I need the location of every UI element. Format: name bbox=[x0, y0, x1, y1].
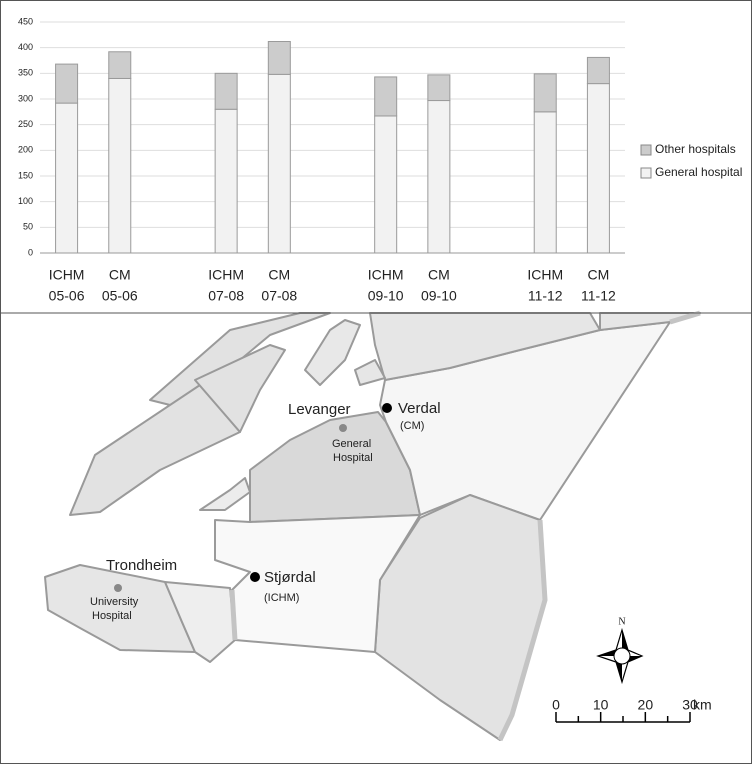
place-name: Trondheim bbox=[106, 557, 177, 574]
y-tick-label: 100 bbox=[18, 196, 33, 206]
x-tick-label: CM bbox=[588, 267, 610, 283]
place-dot bbox=[339, 424, 347, 432]
land bbox=[369, 312, 601, 381]
legend-swatch bbox=[640, 167, 652, 179]
place-note: Hospital bbox=[333, 452, 373, 464]
y-tick-label: 400 bbox=[18, 42, 33, 52]
compass-label: N bbox=[618, 616, 625, 627]
compass: N bbox=[596, 616, 644, 685]
y-tick-label: 350 bbox=[18, 68, 33, 78]
place-note: (CM) bbox=[400, 420, 424, 432]
x-tick-label: ICHM bbox=[527, 267, 563, 283]
place-dot bbox=[382, 403, 392, 413]
y-tick-label: 150 bbox=[18, 170, 33, 180]
land bbox=[164, 581, 236, 663]
coast bbox=[229, 589, 238, 641]
y-tick-label: 250 bbox=[18, 119, 33, 129]
land bbox=[194, 344, 286, 433]
legend-swatch bbox=[640, 144, 652, 156]
x-tick-label: 09-10 bbox=[421, 288, 457, 304]
scale-label: 10 bbox=[593, 697, 609, 713]
scale-unit: km bbox=[693, 697, 712, 713]
coast bbox=[497, 519, 548, 742]
bar-segment bbox=[108, 51, 132, 79]
bar-segment bbox=[267, 73, 291, 254]
bar-segment bbox=[55, 63, 79, 104]
bar-segment bbox=[533, 73, 557, 113]
legend-label: Other hospitals bbox=[655, 142, 736, 156]
chart: 0 50 100 150 200 250 300 350 400 450 ICHM 05-06 CM 05… bbox=[18, 16, 742, 303]
land bbox=[354, 359, 386, 386]
place-dot bbox=[250, 572, 260, 582]
land bbox=[214, 514, 421, 653]
map: Levanger General Hospital Verdal (CM) St… bbox=[44, 310, 712, 742]
coast bbox=[669, 310, 701, 325]
scale-label: 30 bbox=[682, 697, 698, 713]
legend-label: General hospital bbox=[655, 165, 742, 179]
x-tick-label: CM bbox=[268, 267, 290, 283]
scale-label: 0 bbox=[552, 697, 560, 713]
bar-segment bbox=[214, 72, 238, 110]
bar-segment bbox=[533, 111, 557, 254]
y-tick-label: 0 bbox=[28, 247, 33, 257]
x-tick-label: CM bbox=[109, 267, 131, 283]
x-tick-label: 11-12 bbox=[528, 288, 563, 304]
x-tick-label: 09-10 bbox=[368, 288, 404, 304]
bar-segment bbox=[108, 77, 132, 254]
x-tick-label: 11-12 bbox=[581, 288, 616, 304]
compass-center bbox=[613, 647, 631, 665]
y-tick-label: 300 bbox=[18, 93, 33, 103]
bar-segment bbox=[374, 115, 398, 254]
x-tick-label: 05-06 bbox=[102, 288, 138, 304]
y-tick-label: 50 bbox=[23, 222, 33, 232]
land bbox=[199, 477, 251, 511]
place-name: Stjørdal bbox=[264, 569, 316, 586]
bar-segment bbox=[427, 74, 451, 102]
y-tick-label: 450 bbox=[18, 16, 33, 26]
place-name: Levanger bbox=[288, 401, 351, 418]
bar-segment bbox=[374, 76, 398, 117]
bar-segment bbox=[586, 56, 610, 85]
x-tick-label: 07-08 bbox=[261, 288, 297, 304]
x-tick-label: 05-06 bbox=[49, 288, 85, 304]
bar-segment bbox=[427, 100, 451, 254]
x-tick-label: ICHM bbox=[368, 267, 404, 283]
bar-segment bbox=[586, 83, 610, 254]
place-dot bbox=[114, 584, 122, 592]
x-tick-label: CM bbox=[428, 267, 450, 283]
bar-segment bbox=[267, 41, 291, 75]
bar-segment bbox=[214, 108, 238, 254]
place-note: General bbox=[332, 438, 371, 450]
y-tick-label: 200 bbox=[18, 145, 33, 155]
scale-label: 20 bbox=[638, 697, 654, 713]
land bbox=[304, 319, 361, 386]
place-note: University bbox=[90, 596, 139, 608]
bar-segment bbox=[55, 102, 79, 254]
place-note: Hospital bbox=[92, 610, 132, 622]
x-tick-label: ICHM bbox=[208, 267, 244, 283]
x-tick-label: 07-08 bbox=[208, 288, 244, 304]
place-note: (ICHM) bbox=[264, 592, 299, 604]
x-tick-label: ICHM bbox=[49, 267, 85, 283]
place-name: Verdal bbox=[398, 400, 441, 417]
